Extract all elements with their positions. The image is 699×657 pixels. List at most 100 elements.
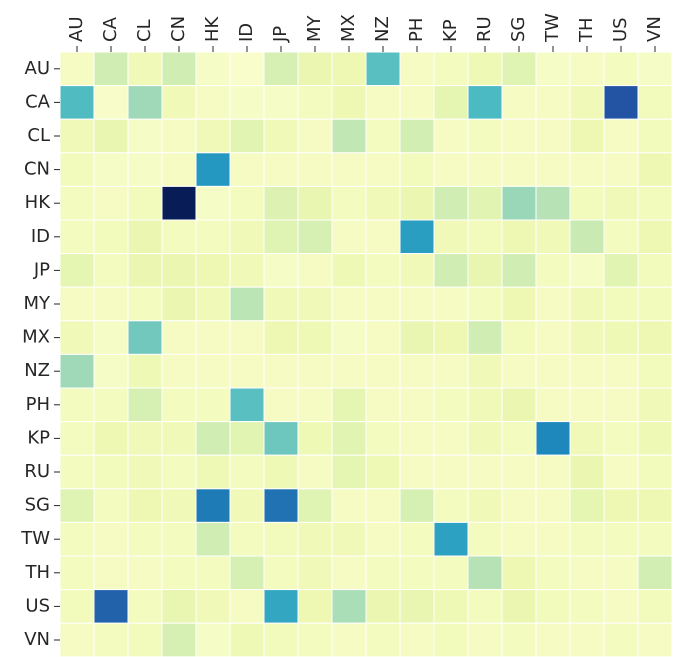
heatmap-cell-CL-MX [331,118,367,154]
heatmap-cell-CN-CL [127,152,163,187]
y-tick-label-NZ: NZ [24,360,50,381]
heatmap-cell-NZ-CN [161,353,197,389]
heatmap-cell-MX-PH [399,320,435,355]
heatmap-cell-PH-TW [535,387,571,423]
heatmap-cell-NZ-US [603,353,639,389]
heatmap-cell-RU-CN [161,454,197,490]
heatmap-cell-AU-CN [161,51,197,87]
x-tick-label-RU: RU [474,16,495,42]
heatmap-cell-US-ID [229,589,265,624]
heatmap-cell-MY-MX [331,286,367,322]
heatmap-cell-US-VN [637,589,673,624]
heatmap-cell-US-MX [331,589,367,624]
heatmap-cell-KP-TW [535,421,571,456]
heatmap-cell-SG-CL [127,488,163,523]
heatmap-cell-VN-KP [433,622,469,657]
heatmap-cell-RU-SG [501,454,537,490]
heatmap-cell-TH-CA [93,555,129,591]
heatmap-cell-AU-US [603,51,639,87]
heatmap-cell-NZ-PH [399,353,435,389]
heatmap-cell-MX-TW [535,320,571,355]
heatmap-cell-PH-PH [399,387,435,423]
heatmap-cell-TH-PH [399,555,435,591]
heatmap-cell-PH-MX [331,387,367,423]
heatmap-cell-JP-TW [535,253,571,288]
heatmap-cell-CN-ID [229,152,265,187]
heatmap-cell-MY-ID [229,286,265,322]
heatmap-cell-TW-JP [263,521,299,557]
x-tick-label-ID: ID [236,23,257,42]
heatmap-cell-AU-JP [263,51,299,87]
heatmap-cell-RU-HK [195,454,231,490]
heatmap-cell-SG-SG [501,488,537,523]
x-tick-label-TH: TH [576,17,597,43]
heatmap-cell-CL-PH [399,118,435,154]
heatmap-cell-CA-VN [637,85,673,120]
heatmap-cell-MX-CA [93,320,129,355]
heatmap-cell-VN-CA [93,622,129,657]
heatmap-cell-MX-ID [229,320,265,355]
heatmap-cell-ID-CL [127,219,163,255]
heatmap-cell-TW-NZ [365,521,401,557]
heatmap-cell-HK-TW [535,185,571,221]
heatmap-cell-TW-MY [297,521,333,557]
heatmap-cell-US-JP [263,589,299,624]
heatmap-cell-CL-AU [59,118,95,154]
y-tick-label-TW: TW [20,528,50,549]
heatmap-cell-MY-NZ [365,286,401,322]
heatmap-cell-RU-NZ [365,454,401,490]
heatmap-cell-RU-CL [127,454,163,490]
heatmap-cell-ID-KP [433,219,469,255]
heatmap-cell-HK-TH [569,185,605,221]
heatmap-cell-HK-MX [331,185,367,221]
heatmap-cell-MX-JP [263,320,299,355]
heatmap-cell-PH-MY [297,387,333,423]
heatmap-cell-SG-MY [297,488,333,523]
heatmap-cell-TH-NZ [365,555,401,591]
heatmap-cell-CN-MY [297,152,333,187]
x-tick-label-CA: CA [100,16,121,42]
heatmap-cell-JP-ID [229,253,265,288]
heatmap-cell-US-AU [59,589,95,624]
heatmap-cell-SG-CA [93,488,129,523]
heatmap-cell-CL-ID [229,118,265,154]
heatmap-cell-TH-US [603,555,639,591]
heatmap-cell-TW-MX [331,521,367,557]
heatmap-cell-JP-US [603,253,639,288]
heatmap-cell-MX-CL [127,320,163,355]
heatmap-cell-JP-PH [399,253,435,288]
heatmap-cell-SG-AU [59,488,95,523]
heatmap-cell-JP-HK [195,253,231,288]
heatmap-cell-PH-RU [467,387,503,423]
heatmap-cell-MX-US [603,320,639,355]
heatmap-cell-JP-VN [637,253,673,288]
heatmap-cell-ID-TW [535,219,571,255]
x-tick-label-KP: KP [440,19,461,42]
heatmap-cell-TH-VN [637,555,673,591]
heatmap-cell-NZ-ID [229,353,265,389]
heatmap-cell-HK-RU [467,185,503,221]
heatmap-cell-MX-HK [195,320,231,355]
heatmap-cell-US-RU [467,589,503,624]
heatmap-cell-MX-MY [297,320,333,355]
heatmap-cell-AU-TW [535,51,571,87]
heatmap-cell-NZ-CL [127,353,163,389]
heatmap-cell-US-NZ [365,589,401,624]
heatmap-cell-CN-PH [399,152,435,187]
x-axis-ticks: AU CA CL CN HK ID JP MY MX NZ PH KP RU SG TW TH US VN [66,13,665,52]
heatmap-cell-JP-JP [263,253,299,288]
heatmap-cell-ID-MX [331,219,367,255]
heatmap-cell-AU-PH [399,51,435,87]
y-axis-ticks: AU CA CL CN HK ID JP MY MX NZ PH KP RU SG TW TH US VN [20,58,60,650]
heatmap-cell-VN-VN [637,622,673,657]
heatmap-cell-MY-RU [467,286,503,322]
heatmap-cell-ID-NZ [365,219,401,255]
heatmap-cell-JP-RU [467,253,503,288]
heatmap-cell-VN-AU [59,622,95,657]
y-tick-label-KP: KP [27,427,50,448]
heatmap-cell-JP-AU [59,253,95,288]
heatmap-cell-NZ-CA [93,353,129,389]
heatmap-cell-US-KP [433,589,469,624]
heatmap-cell-NZ-MX [331,353,367,389]
heatmap-cell-MY-PH [399,286,435,322]
